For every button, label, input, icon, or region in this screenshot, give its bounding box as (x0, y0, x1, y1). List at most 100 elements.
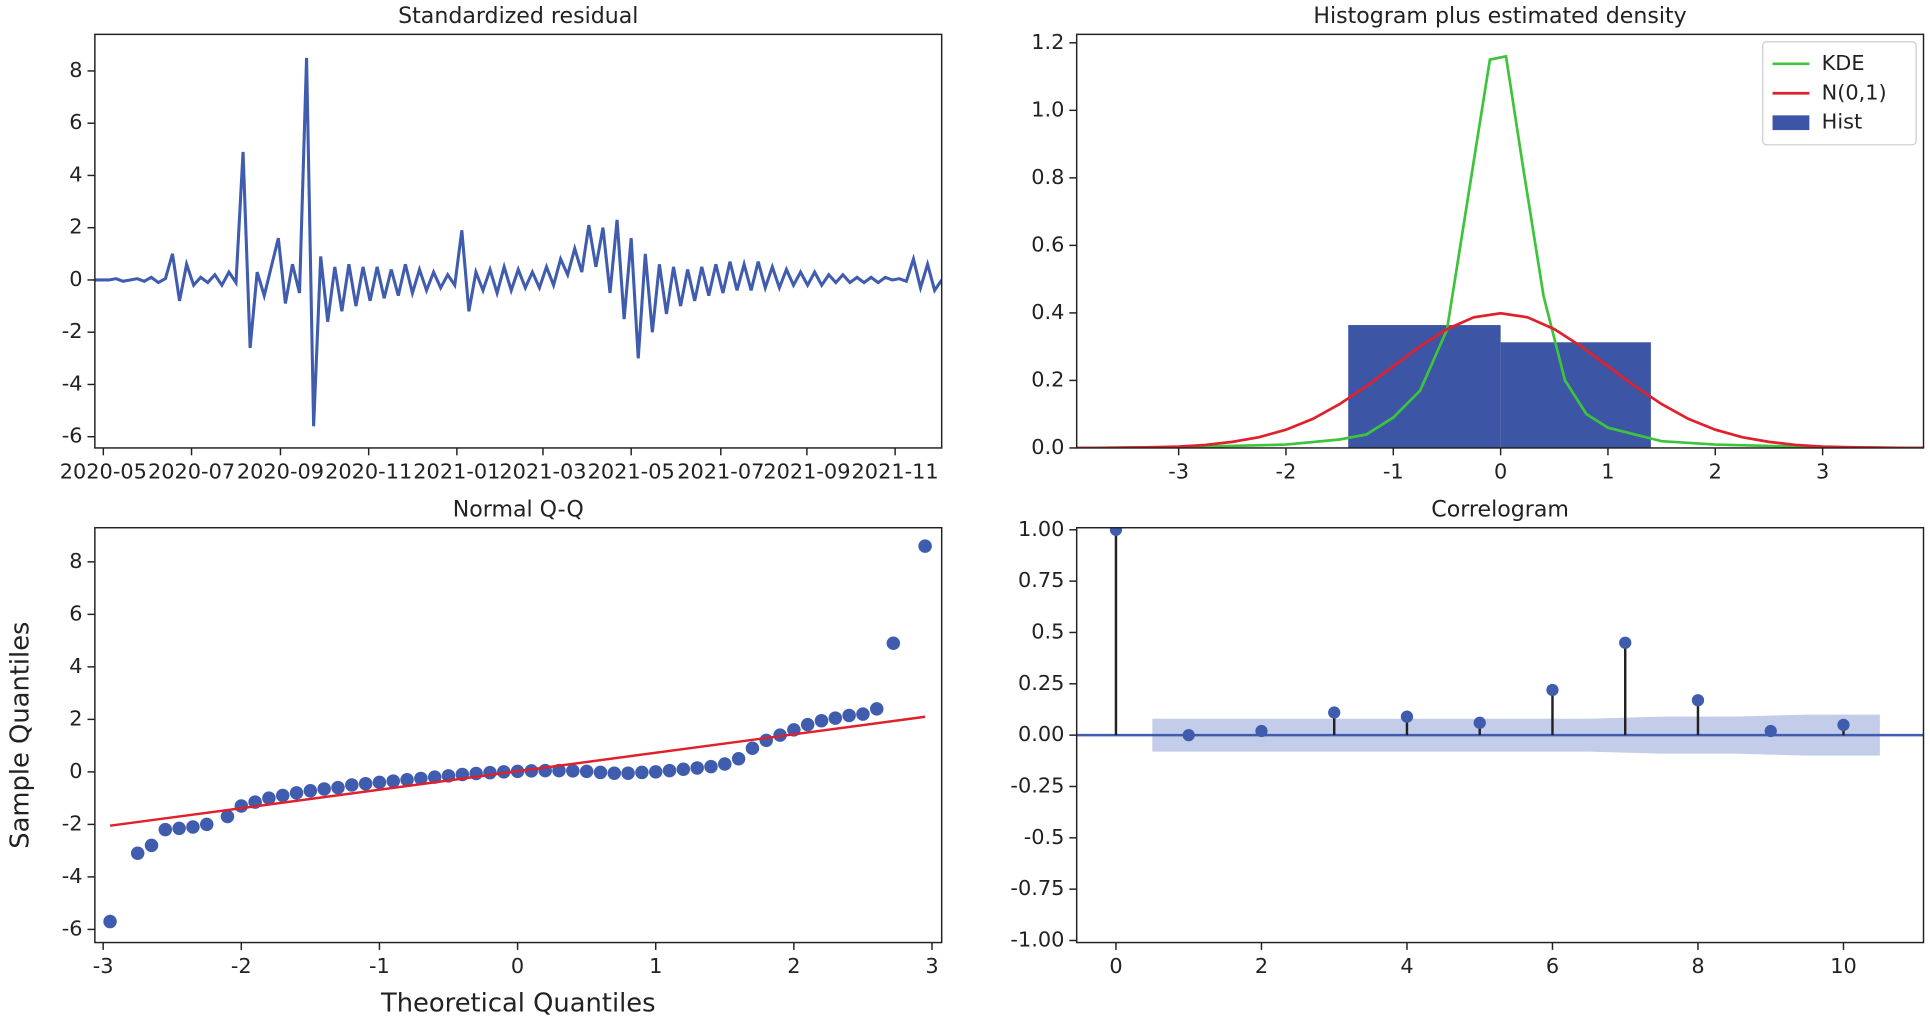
y-tick-label: 0.4 (1031, 300, 1064, 324)
y-tick-label: -0.75 (1010, 876, 1064, 900)
stem-marker (1691, 694, 1705, 707)
qq-point (718, 757, 732, 771)
x-tick-label: 3 (1816, 460, 1829, 484)
plot-area (1076, 54, 1924, 448)
y-axis-label: Sample Quantiles (6, 622, 36, 849)
x-tick-label: 4 (1400, 954, 1413, 978)
qq-point (566, 764, 580, 778)
qq-point (918, 539, 932, 553)
y-tick-label: 4 (69, 654, 82, 678)
qq-point (400, 773, 414, 787)
qq-point (200, 817, 214, 832)
panel-title: Standardized residual (398, 3, 638, 29)
density-line (1076, 311, 1924, 448)
qq-point (234, 799, 249, 813)
x-tick-label: 2021-09 (763, 460, 850, 484)
qq-point (186, 820, 200, 834)
x-tick-label: 2020-09 (237, 460, 324, 484)
plot-area (94, 57, 942, 427)
x-tick-label: 3 (925, 954, 938, 978)
x-tick-label: 1 (649, 954, 662, 978)
qq-point (704, 759, 718, 774)
y-tick-label: 0.00 (1018, 722, 1064, 746)
x-tick-label: 2021-11 (852, 460, 939, 484)
y-tick-label: 8 (69, 58, 82, 82)
y-tick-label: 6 (69, 110, 82, 134)
x-tick-label: -3 (93, 954, 114, 978)
qq-point (358, 776, 373, 791)
plot-area (103, 539, 932, 929)
y-tick-label: 2 (69, 215, 82, 239)
x-tick-label: -2 (231, 954, 252, 978)
axes-frame (94, 33, 943, 449)
qq-point (579, 764, 594, 779)
x-tick-label: -1 (369, 954, 390, 978)
qq-point (220, 809, 235, 824)
qq-point (648, 765, 663, 779)
x-tick-label: 0 (1494, 460, 1507, 484)
qq-point (676, 762, 691, 777)
qq-point (856, 707, 870, 721)
x-tick-label: 2021-01 (413, 460, 500, 484)
axes-frame (1075, 526, 1925, 944)
x-tick-label: 2021-03 (499, 460, 586, 484)
y-tick-label: -2 (62, 319, 83, 343)
qq-point (372, 775, 387, 790)
qq-point (745, 741, 760, 756)
stem-marker (1473, 716, 1486, 729)
x-tick-label: 6 (1546, 954, 1559, 978)
x-tick-label: 0 (511, 954, 524, 978)
qq-point (289, 786, 304, 800)
y-tick-label: 8 (69, 549, 82, 573)
y-tick-label: 0.8 (1031, 165, 1064, 189)
y-tick-label: 0.2 (1031, 367, 1064, 391)
qq-point (483, 765, 497, 780)
qq-point (317, 782, 331, 796)
qq-point (759, 733, 773, 748)
x-tick-label: 2 (1255, 954, 1268, 978)
legend-swatch (1772, 115, 1810, 131)
x-axis-label: Theoretical Quantiles (380, 988, 656, 1018)
qq-point (262, 791, 276, 805)
x-tick-label: -2 (1276, 460, 1297, 484)
y-tick-label: -4 (62, 371, 83, 395)
qq-point (158, 822, 173, 837)
panel-title: Histogram plus estimated density (1313, 3, 1686, 29)
stem-marker (1764, 724, 1777, 738)
x-tick-label: -3 (1168, 460, 1189, 484)
legend-label: KDE (1822, 51, 1865, 75)
legend-label: N(0,1) (1822, 80, 1887, 104)
y-tick-label: 0 (69, 267, 82, 291)
x-tick-label: 8 (1691, 954, 1704, 978)
y-tick-label: 0.5 (1031, 619, 1064, 643)
stem-marker (1182, 729, 1195, 742)
qq-point (130, 846, 145, 861)
x-tick-label: 2 (787, 954, 800, 978)
y-tick-label: 6 (69, 601, 82, 625)
x-tick-label: 2 (1709, 460, 1722, 484)
qq-point (303, 784, 318, 798)
qq-point (414, 771, 428, 786)
qq-point (662, 763, 677, 778)
qq-point (345, 778, 359, 792)
x-tick-label: -1 (1383, 460, 1404, 484)
y-tick-label: 1.0 (1031, 97, 1064, 121)
stem-marker (1400, 710, 1414, 723)
qq-point (144, 838, 159, 853)
qq-point (103, 914, 117, 929)
x-tick-label: 10 (1830, 954, 1857, 978)
y-tick-label: -6 (62, 916, 83, 940)
stem-marker (1546, 683, 1559, 697)
x-tick-label: 2020-07 (148, 460, 235, 484)
qq-point (386, 774, 401, 788)
legend-label: Hist (1822, 110, 1863, 134)
y-tick-label: -0.25 (1010, 773, 1064, 797)
qq-point (331, 780, 345, 795)
x-tick-label: 2020-11 (325, 460, 412, 484)
stem-marker (1255, 724, 1268, 738)
y-tick-label: -4 (62, 864, 83, 888)
x-tick-label: 1 (1601, 460, 1614, 484)
qq-point (731, 752, 746, 766)
y-tick-label: -6 (62, 424, 83, 448)
axes-frame (94, 526, 943, 944)
